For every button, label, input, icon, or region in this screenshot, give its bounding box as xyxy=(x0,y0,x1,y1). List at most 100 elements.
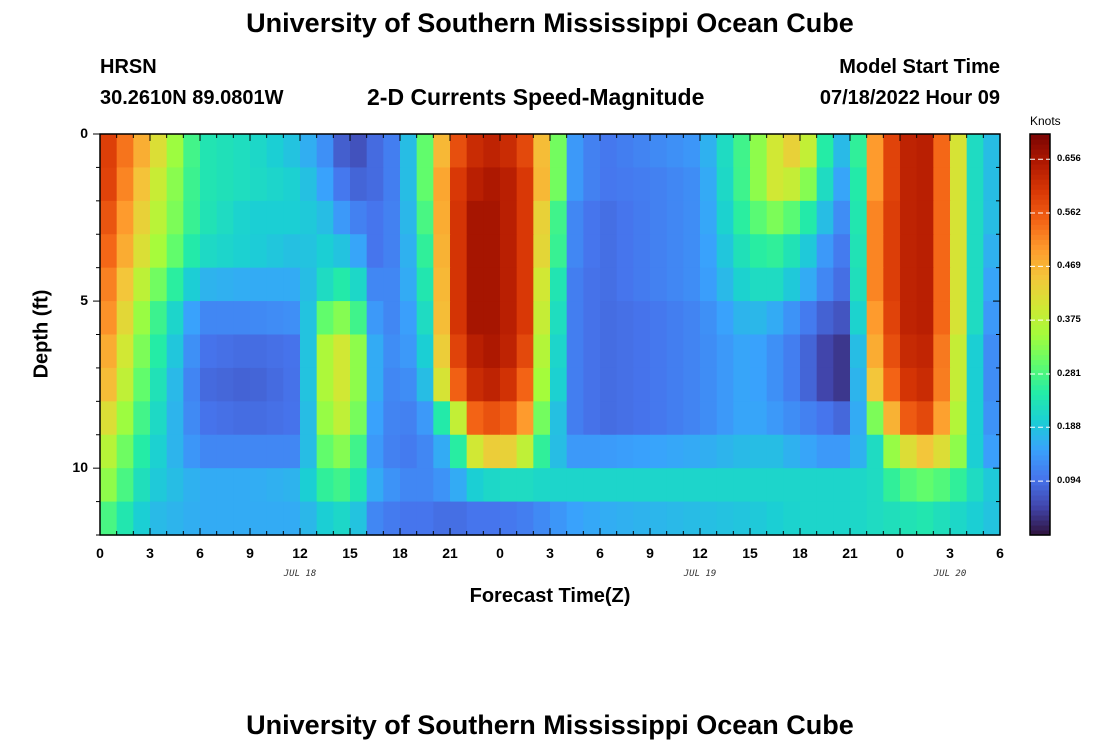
heatmap-cell xyxy=(833,501,851,536)
heatmap-cell xyxy=(983,434,1001,469)
colorbar-units: Knots xyxy=(1030,114,1061,128)
heatmap-cell xyxy=(266,167,284,202)
heatmap-cell xyxy=(400,301,418,336)
heatmap-cell xyxy=(683,267,701,302)
heatmap-cell xyxy=(466,434,484,469)
heatmap-cell xyxy=(783,367,801,402)
heatmap-cell xyxy=(266,267,284,302)
heatmap-cell xyxy=(166,234,184,269)
heatmap-cell xyxy=(900,167,918,202)
heatmap-cell xyxy=(833,367,851,402)
heatmap-cell xyxy=(466,334,484,369)
heatmap-cell xyxy=(183,367,201,402)
heatmap-cell xyxy=(433,301,451,336)
x-tick-label: 12 xyxy=(692,545,708,561)
x-tick-label: 3 xyxy=(946,545,954,561)
heatmap-cell xyxy=(550,267,568,302)
heatmap-cell xyxy=(983,234,1001,269)
heatmap-cell xyxy=(916,367,934,402)
heatmap-cell xyxy=(650,334,668,369)
heatmap-cell xyxy=(750,367,768,402)
heatmap-cell xyxy=(716,468,734,503)
heatmap-cell xyxy=(533,267,551,302)
heatmap-cell xyxy=(833,234,851,269)
heatmap-cell xyxy=(983,468,1001,503)
heatmap-cell xyxy=(150,167,168,202)
heatmap-cell xyxy=(133,234,151,269)
colorbar-segment xyxy=(1030,184,1050,190)
x-tick-label: 3 xyxy=(146,545,154,561)
heatmap-cell xyxy=(616,134,634,169)
heatmap-cell xyxy=(633,267,651,302)
heatmap-cell xyxy=(666,367,684,402)
heatmap-cell xyxy=(283,234,301,269)
heatmap-cell xyxy=(816,134,834,169)
colorbar-segment xyxy=(1030,239,1050,245)
heatmap-cell xyxy=(600,468,618,503)
heatmap-cell xyxy=(566,134,584,169)
heatmap-cell xyxy=(883,367,901,402)
heatmap-cell xyxy=(283,301,301,336)
heatmap-cell xyxy=(533,434,551,469)
heatmap-cell xyxy=(683,134,701,169)
date-label: JUL 19 xyxy=(683,569,717,579)
heatmap-cell xyxy=(216,134,234,169)
heatmap-cell xyxy=(650,167,668,202)
heatmap-cell xyxy=(600,434,618,469)
colorbar-segment xyxy=(1030,254,1050,260)
heatmap-cell xyxy=(166,401,184,436)
heatmap-cell xyxy=(683,234,701,269)
colorbar-segment xyxy=(1030,434,1050,441)
heatmap-cell xyxy=(216,468,234,503)
heatmap-cell xyxy=(133,468,151,503)
heatmap-cell xyxy=(616,301,634,336)
heatmap-cell xyxy=(400,267,418,302)
colorbar-segment xyxy=(1030,274,1050,280)
heatmap-cell xyxy=(416,401,434,436)
heatmap-cell xyxy=(216,234,234,269)
colorbar-segment xyxy=(1030,294,1050,301)
heatmap-cell xyxy=(100,167,118,202)
heatmap-cell xyxy=(616,434,634,469)
heatmap-cell xyxy=(300,234,318,269)
heatmap-cell xyxy=(566,468,584,503)
colorbar-frame xyxy=(1029,133,1051,536)
heatmap-cell xyxy=(466,200,484,235)
heatmap-cell xyxy=(566,434,584,469)
heatmap-cell xyxy=(816,501,834,536)
heatmap-cell xyxy=(733,434,751,469)
colorbar-segment xyxy=(1030,509,1050,516)
colorbar-segment xyxy=(1030,309,1050,316)
heatmap-cell xyxy=(166,267,184,302)
heatmap-cell xyxy=(866,334,884,369)
heatmap-cell xyxy=(416,367,434,402)
heatmap-cell xyxy=(716,167,734,202)
heatmap-cell xyxy=(700,434,718,469)
heatmap-cell xyxy=(950,434,968,469)
y-axis-ticks xyxy=(93,133,1000,536)
heatmap-cell xyxy=(450,401,468,436)
colorbar-segment xyxy=(1030,324,1050,331)
heatmap-cell xyxy=(216,334,234,369)
heatmap-cell xyxy=(783,134,801,169)
heatmap-cell xyxy=(633,468,651,503)
heatmap-cell xyxy=(833,334,851,369)
heatmap-cell xyxy=(516,267,534,302)
y-tick-label: 5 xyxy=(80,292,88,309)
heatmap-cell xyxy=(150,301,168,336)
heatmap-cell xyxy=(533,234,551,269)
heatmap-cell xyxy=(783,167,801,202)
heatmap-cell xyxy=(200,234,218,269)
heatmap-cell xyxy=(950,367,968,402)
heatmap-cell xyxy=(716,234,734,269)
heatmap-cell xyxy=(683,367,701,402)
heatmap-cell xyxy=(966,468,984,503)
heatmap-cell xyxy=(700,167,718,202)
heatmap-cell xyxy=(283,134,301,169)
heatmap-cell xyxy=(283,267,301,302)
heatmap-cell xyxy=(466,301,484,336)
heatmap-cell xyxy=(700,234,718,269)
heatmap-cell xyxy=(200,501,218,536)
heatmap-cell xyxy=(633,167,651,202)
heatmap-cell xyxy=(700,334,718,369)
